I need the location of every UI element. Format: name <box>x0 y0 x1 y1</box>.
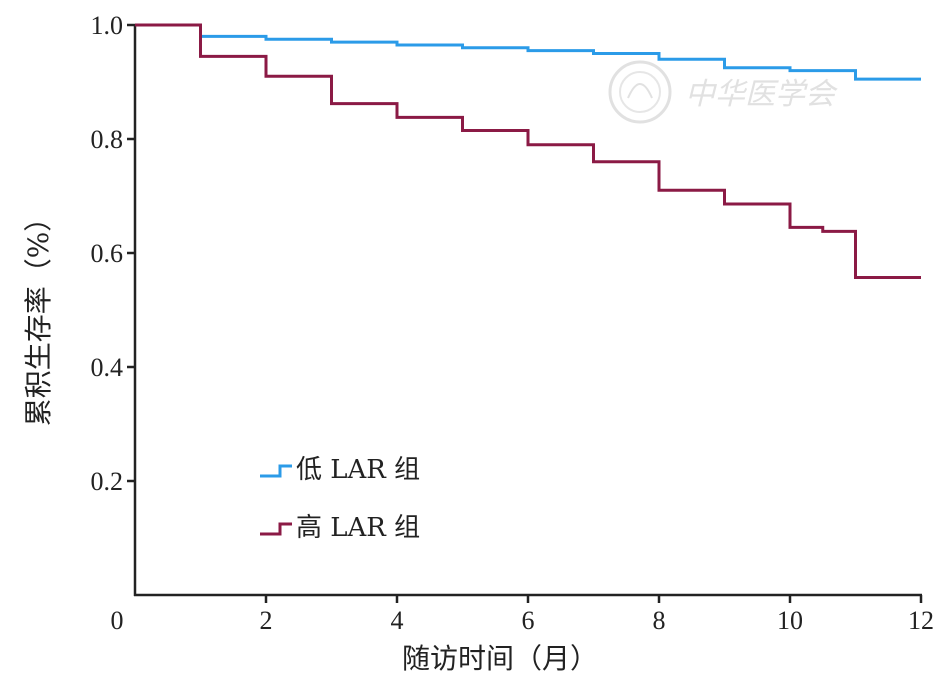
watermark-seal-icon <box>608 60 672 124</box>
y-ticks: 0.2 0.4 0.6 0.8 1.0 <box>91 11 135 496</box>
x-tick-label: 0 <box>111 606 124 635</box>
series-layer <box>135 23 921 280</box>
legend-swatch-low <box>260 464 292 478</box>
series-line-1 <box>135 23 921 280</box>
legend-label-low: 低 LAR 组 <box>296 455 420 485</box>
x-axis-title: 随访时间（月） <box>402 642 598 675</box>
x-tick-label: 8 <box>653 606 666 635</box>
series-line-0 <box>135 23 921 81</box>
y-tick-label: 0.6 <box>91 239 124 268</box>
y-tick-label: 1.0 <box>91 11 124 40</box>
x-tick-label: 10 <box>777 606 803 635</box>
x-tick-label: 12 <box>908 606 934 635</box>
legend-swatch-high <box>260 522 292 536</box>
y-tick-label: 0.2 <box>91 467 124 496</box>
y-tick-label: 0.8 <box>91 125 124 154</box>
x-ticks: 0 2 4 6 8 10 12 <box>111 595 934 635</box>
x-tick-label: 6 <box>522 606 535 635</box>
legend-label-high: 高 LAR 组 <box>296 513 420 543</box>
y-tick-label: 0.4 <box>91 353 124 382</box>
x-tick-label: 2 <box>260 606 273 635</box>
legend: 低 LAR 组 高 LAR 组 <box>260 455 420 543</box>
x-tick-label: 4 <box>391 606 404 635</box>
watermark-text: 中华医学会 <box>685 77 838 112</box>
y-axis-title: 累积生存率（%） <box>22 204 55 427</box>
watermark: 中华医学会 <box>608 60 838 124</box>
